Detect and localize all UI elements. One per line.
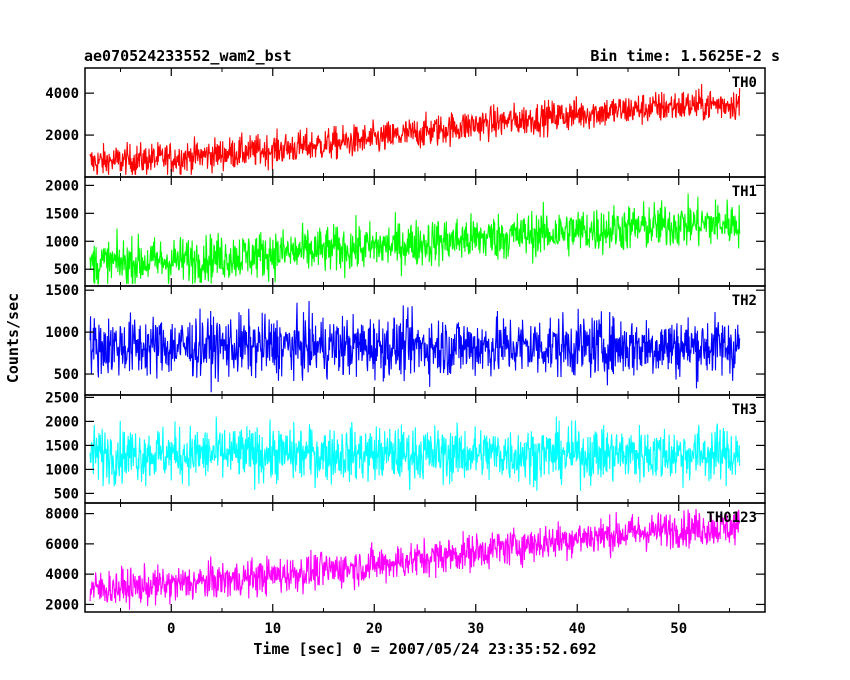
x-tick-label: 50	[670, 621, 687, 637]
y-tick-label: 1000	[45, 462, 79, 478]
y-tick-label: 8000	[45, 507, 79, 523]
x-axis-label: Time [sec] 0 = 2007/05/24 23:35:52.692	[253, 640, 596, 658]
y-tick-label: 500	[54, 367, 79, 383]
y-tick-label: 2500	[45, 390, 79, 406]
y-tick-label: 1500	[45, 206, 79, 222]
series-line-th0	[89, 83, 741, 175]
series-line-th2	[89, 301, 741, 393]
y-tick-label: 2000	[45, 178, 79, 194]
y-tick-label: 4000	[45, 86, 79, 102]
x-tick-label: 10	[264, 621, 281, 637]
panel-label: TH3	[732, 402, 757, 418]
panel-th3: 500 1000 1500 2000 2500 TH3	[45, 390, 766, 504]
panel-th1: 500 1000 1500 2000 TH1	[45, 176, 766, 287]
panel-frame	[84, 176, 766, 287]
bin-time-label: Bin time: 1.5625E-2 s	[590, 47, 780, 65]
x-tick-label: 0	[167, 621, 175, 637]
panel-label: TH0	[732, 75, 757, 91]
x-tick-label: 40	[569, 621, 586, 637]
y-tick-label: 1500	[45, 438, 79, 454]
y-tick-label: 2000	[45, 414, 79, 430]
plot-title: ae070524233552_wam2_bst	[84, 47, 292, 65]
y-tick-label: 1000	[45, 325, 79, 341]
panel-label: TH0123	[706, 510, 757, 526]
x-tick-label: 30	[467, 621, 484, 637]
x-tick-label: 20	[366, 621, 383, 637]
panel-th0: 2000 4000 TH0	[45, 67, 766, 178]
y-tick-label: 4000	[45, 567, 79, 583]
panel-th2: 500 1000 1500 TH2	[45, 283, 766, 396]
series-line-th3	[89, 416, 741, 491]
y-tick-label: 500	[54, 262, 79, 278]
panel-label: TH2	[732, 293, 757, 309]
y-axis-label: Counts/sec	[4, 293, 22, 383]
y-tick-label: 6000	[45, 537, 79, 553]
series-line-th1	[89, 193, 741, 285]
y-tick-label: 2000	[45, 128, 79, 144]
y-tick-label: 1000	[45, 234, 79, 250]
y-tick-label: 2000	[45, 597, 79, 613]
series-line-th0123	[89, 508, 741, 610]
panel-label: TH1	[732, 184, 757, 200]
panel-th0123: 2000 4000 6000 8000 TH0123	[45, 502, 766, 613]
y-tick-label: 500	[54, 486, 79, 502]
y-tick-label: 1500	[45, 283, 79, 299]
